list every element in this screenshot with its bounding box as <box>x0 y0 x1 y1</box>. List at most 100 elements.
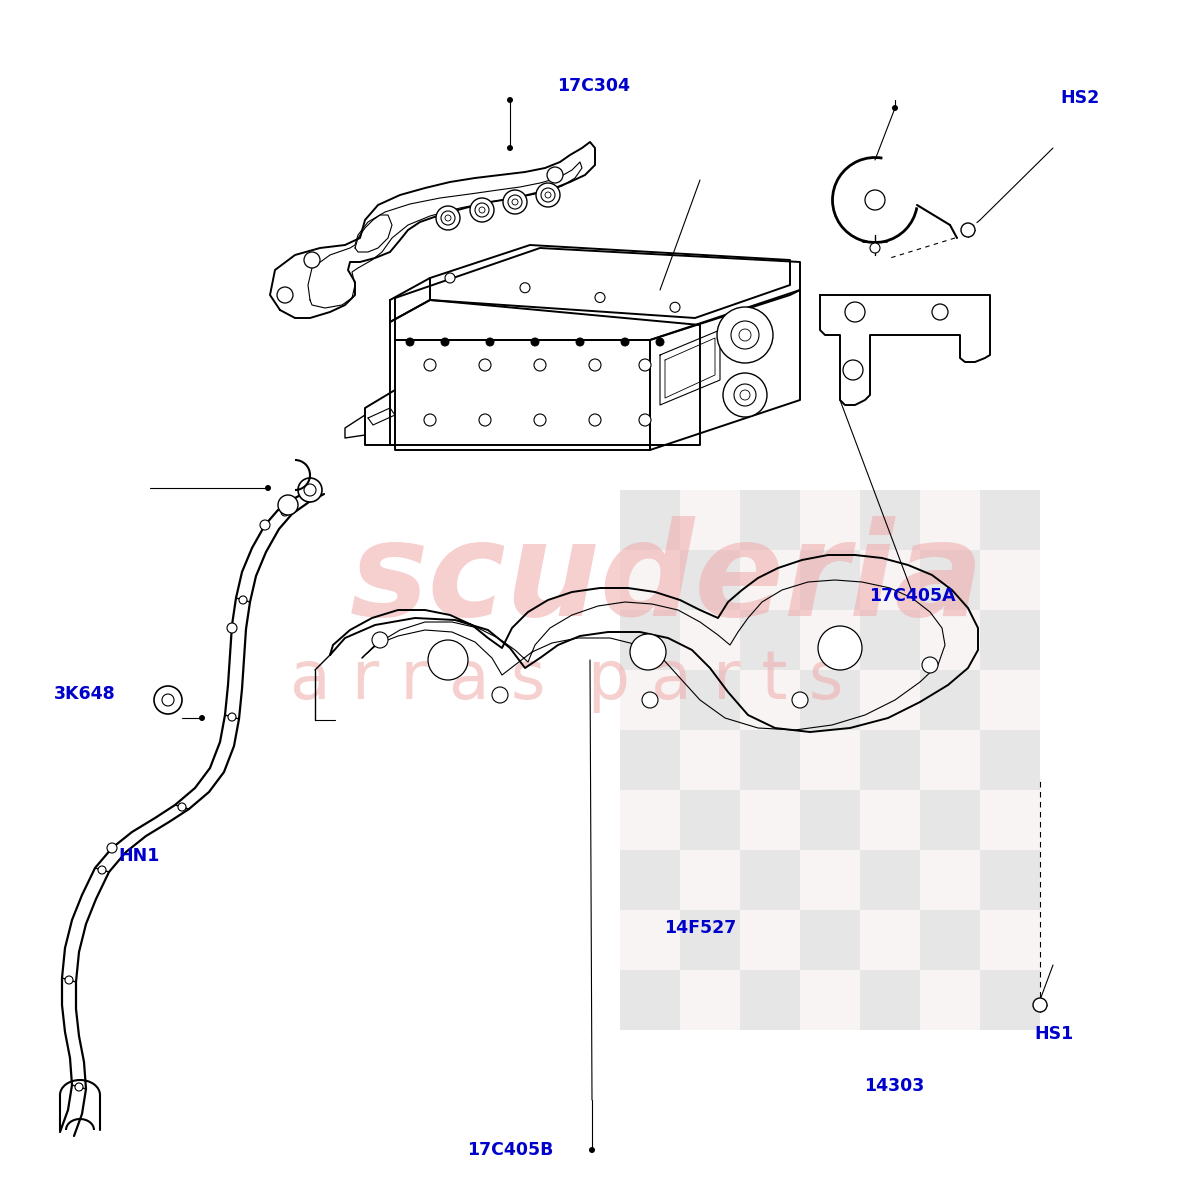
Circle shape <box>507 145 513 151</box>
Circle shape <box>503 190 527 214</box>
Circle shape <box>589 414 601 426</box>
Circle shape <box>932 304 948 320</box>
Bar <box>800 490 860 550</box>
Bar <box>620 670 680 730</box>
Circle shape <box>509 194 522 209</box>
Bar <box>920 670 981 730</box>
Bar <box>740 910 800 970</box>
Bar <box>680 550 740 610</box>
Circle shape <box>548 167 563 182</box>
Text: 17C405A: 17C405A <box>868 587 956 605</box>
Circle shape <box>424 414 435 426</box>
Bar <box>860 910 920 970</box>
Circle shape <box>260 520 270 530</box>
Bar <box>800 910 860 970</box>
Bar <box>981 670 1040 730</box>
Circle shape <box>595 293 605 302</box>
Bar <box>740 790 800 850</box>
Bar <box>800 550 860 610</box>
Text: 3K648: 3K648 <box>54 684 116 702</box>
Circle shape <box>792 692 808 708</box>
Circle shape <box>304 484 316 496</box>
Bar <box>620 790 680 850</box>
Circle shape <box>870 242 880 253</box>
Circle shape <box>476 203 489 217</box>
Bar <box>680 730 740 790</box>
Circle shape <box>818 626 863 670</box>
Circle shape <box>155 686 182 714</box>
Bar <box>860 610 920 670</box>
Circle shape <box>536 182 560 206</box>
Bar <box>620 970 680 1030</box>
Bar <box>800 790 860 850</box>
Bar <box>981 970 1040 1030</box>
Circle shape <box>740 390 750 400</box>
Circle shape <box>445 272 455 283</box>
Text: HN1: HN1 <box>118 846 160 864</box>
Bar <box>920 550 981 610</box>
Bar <box>800 970 860 1030</box>
Bar <box>740 850 800 910</box>
Bar <box>920 970 981 1030</box>
Circle shape <box>424 359 435 371</box>
Circle shape <box>670 302 680 312</box>
Circle shape <box>520 283 530 293</box>
Bar <box>860 790 920 850</box>
Bar <box>981 490 1040 550</box>
Circle shape <box>535 414 546 426</box>
Text: 17C405B: 17C405B <box>466 1140 553 1158</box>
Bar <box>981 850 1040 910</box>
Circle shape <box>479 359 491 371</box>
Bar <box>620 550 680 610</box>
Circle shape <box>240 596 247 604</box>
Circle shape <box>739 329 750 341</box>
Circle shape <box>535 359 546 371</box>
Bar <box>860 970 920 1030</box>
Bar <box>860 550 920 610</box>
Circle shape <box>228 713 236 721</box>
Bar <box>981 610 1040 670</box>
Bar <box>800 670 860 730</box>
Circle shape <box>589 1147 595 1153</box>
Bar <box>800 850 860 910</box>
Bar <box>740 490 800 550</box>
Circle shape <box>640 359 651 371</box>
Circle shape <box>470 198 494 222</box>
Text: 14303: 14303 <box>864 1078 925 1094</box>
Circle shape <box>486 338 494 346</box>
Bar <box>680 670 740 730</box>
Circle shape <box>178 803 186 811</box>
Bar <box>740 730 800 790</box>
Bar <box>981 910 1040 970</box>
Bar <box>620 730 680 790</box>
Circle shape <box>961 223 975 236</box>
Circle shape <box>734 384 756 406</box>
Bar <box>860 670 920 730</box>
Bar <box>920 850 981 910</box>
Bar <box>860 730 920 790</box>
Bar <box>920 730 981 790</box>
Bar <box>680 970 740 1030</box>
Circle shape <box>540 188 555 202</box>
Bar <box>620 490 680 550</box>
Circle shape <box>621 338 629 346</box>
Circle shape <box>576 338 584 346</box>
Bar <box>620 910 680 970</box>
Circle shape <box>479 414 491 426</box>
Bar <box>920 610 981 670</box>
Bar <box>920 490 981 550</box>
Circle shape <box>441 211 455 226</box>
Bar <box>920 790 981 850</box>
Circle shape <box>723 373 767 416</box>
Circle shape <box>441 338 450 346</box>
Circle shape <box>304 252 320 268</box>
Circle shape <box>445 215 451 221</box>
Bar <box>981 790 1040 850</box>
Circle shape <box>278 494 299 515</box>
Circle shape <box>589 359 601 371</box>
Text: a r r a s  p a r t s: a r r a s p a r t s <box>290 647 844 713</box>
Bar <box>800 610 860 670</box>
Circle shape <box>531 338 539 346</box>
Circle shape <box>107 842 117 853</box>
Circle shape <box>428 640 468 680</box>
